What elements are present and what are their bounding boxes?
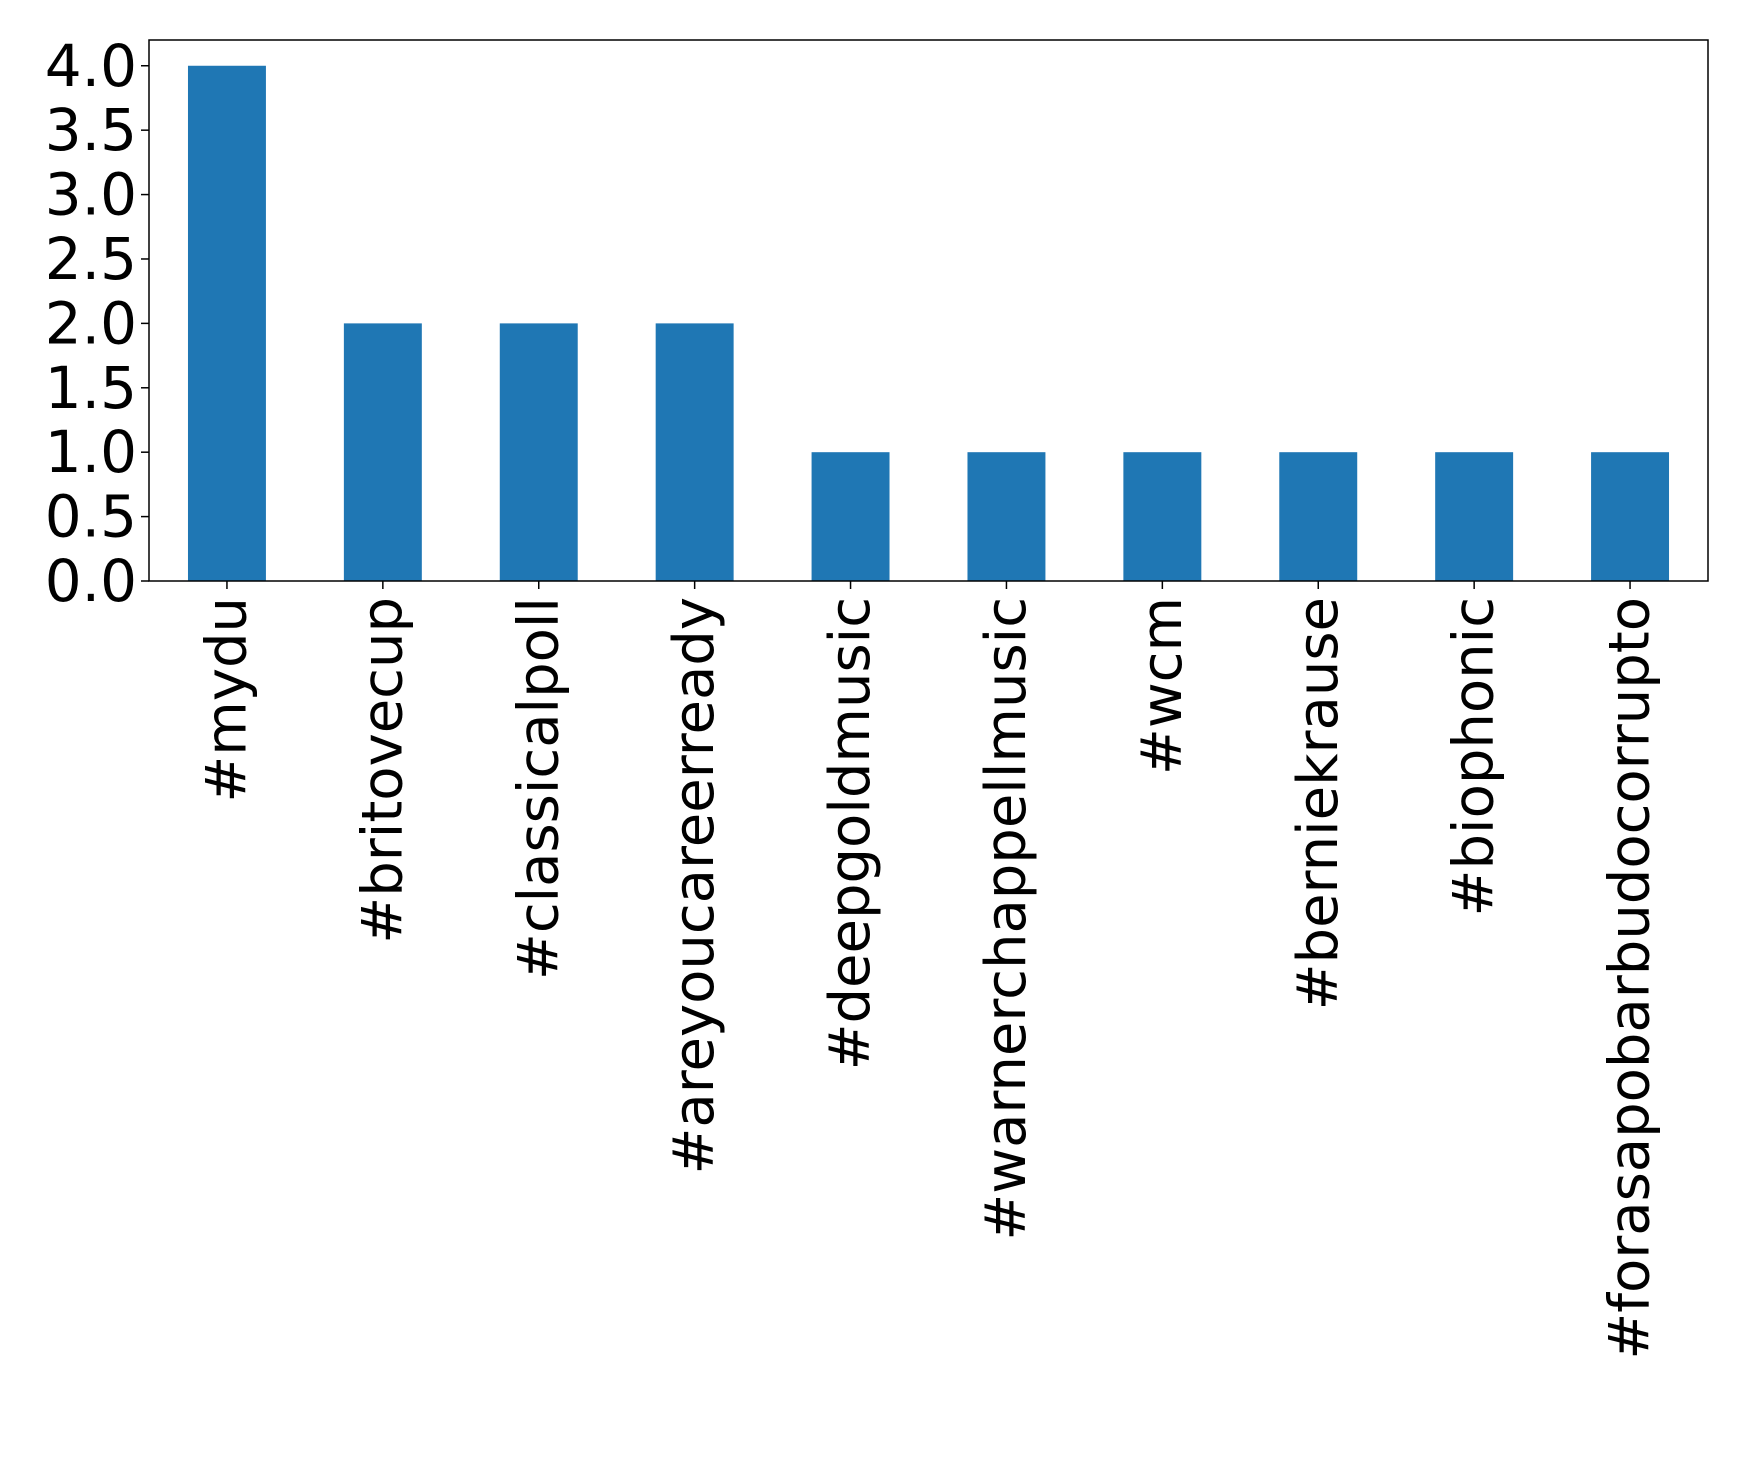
y-tick-label: 0.5 (45, 483, 137, 551)
y-tick-label: 4.0 (45, 32, 137, 100)
y-tick-label: 0.0 (45, 547, 137, 615)
y-tick-label: 1.0 (45, 418, 137, 486)
y-tick-label: 1.5 (45, 354, 137, 422)
bar (1591, 452, 1670, 581)
bar (187, 65, 266, 581)
x-tick-label: #britovecup (350, 597, 415, 944)
x-tick-label: #berniekrause (1286, 597, 1351, 1010)
x-tick-label: #mydu (194, 597, 259, 803)
bar (811, 452, 890, 581)
x-tick-label: #classicalpoll (506, 597, 571, 980)
bar (655, 323, 734, 581)
x-tick-label: #forasapobarbudocorrupto (1598, 597, 1663, 1360)
x-tick-label: #biophonic (1442, 597, 1507, 916)
x-tick-label: #areyoucareerready (662, 597, 727, 1174)
bar (1435, 452, 1514, 581)
bar (1279, 452, 1358, 581)
bar (343, 323, 422, 581)
y-tick-label: 2.0 (45, 289, 137, 357)
x-tick-label: #wcm (1130, 597, 1195, 775)
x-tick-label: #warnerchappellmusic (974, 597, 1039, 1241)
bar (499, 323, 578, 581)
y-tick-label: 3.5 (45, 96, 137, 164)
bar (1123, 452, 1202, 581)
bar (967, 452, 1046, 581)
plot-frame (148, 39, 1709, 582)
y-tick-label: 2.5 (45, 225, 137, 293)
x-tick-label: #deepgoldmusic (818, 597, 883, 1070)
y-tick-label: 3.0 (45, 161, 137, 229)
